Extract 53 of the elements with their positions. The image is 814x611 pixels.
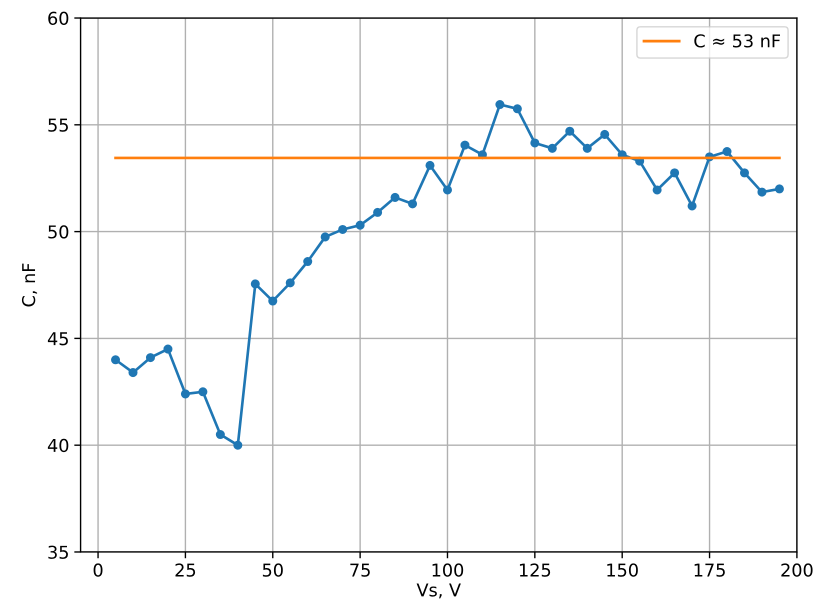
point (111, 355, 120, 364)
point (670, 168, 680, 178)
point (652, 185, 662, 194)
point (408, 199, 418, 208)
point (512, 104, 522, 114)
point (460, 140, 470, 150)
x-tick-label: 125 (520, 563, 550, 577)
x-tick-label: 100 (432, 563, 464, 577)
point (495, 100, 504, 110)
point (198, 387, 208, 396)
point (774, 184, 784, 194)
y-tick-label: 55 (48, 118, 68, 132)
x-tick-label: 200 (781, 563, 813, 577)
point (425, 160, 435, 170)
y-tick-label: 45 (48, 332, 68, 346)
point (216, 430, 225, 440)
point (233, 440, 242, 450)
point (757, 188, 766, 197)
point (600, 130, 610, 139)
point (356, 220, 365, 230)
point (320, 232, 330, 242)
point (338, 224, 348, 234)
y-tick-label: 35 (48, 546, 68, 559)
legend-label: C ≈ 53 nF (694, 34, 780, 48)
x-axis-title: Vs, V (416, 583, 461, 598)
y-tick-label: 50 (48, 225, 68, 239)
y-axis-title: C, nF (22, 264, 38, 306)
x-tick-label: 0 (94, 563, 102, 577)
point (180, 389, 190, 398)
point (268, 296, 278, 306)
x-tick-label: 75 (350, 564, 370, 577)
point (442, 185, 452, 194)
point (548, 144, 557, 153)
x-tick-label: 25 (175, 563, 196, 577)
x-tick-label: 175 (694, 564, 725, 577)
point (565, 126, 574, 136)
point (688, 201, 697, 210)
point (303, 256, 312, 266)
y-tick-label: 60 (48, 12, 68, 25)
point (373, 208, 382, 217)
x-tick-label: 50 (262, 563, 283, 577)
point (530, 138, 540, 148)
point (146, 353, 155, 362)
point (582, 144, 592, 153)
x-tick-label: 150 (607, 563, 638, 577)
y-tick-label: 40 (48, 438, 68, 452)
point (163, 344, 172, 354)
point (128, 368, 138, 378)
point (390, 192, 400, 202)
point (722, 147, 732, 156)
point (250, 279, 260, 288)
point (740, 168, 750, 178)
point (286, 278, 295, 288)
